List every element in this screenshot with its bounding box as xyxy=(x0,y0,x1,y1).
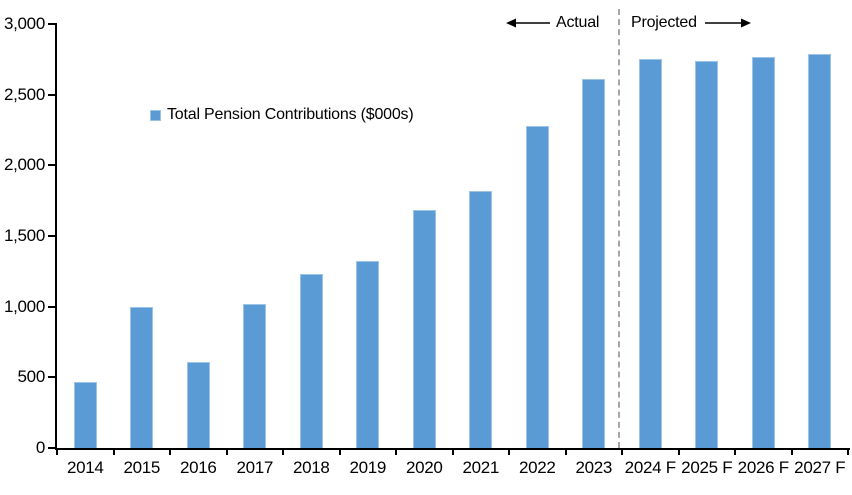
x-axis-label-2015: 2015 xyxy=(123,458,161,477)
x-axis-tick xyxy=(56,450,58,455)
x-axis-label-2018: 2018 xyxy=(292,458,330,477)
y-axis-tick xyxy=(48,23,57,25)
x-axis-label-2026-f: 2026 F xyxy=(737,458,789,477)
actual-projected-divider xyxy=(618,9,620,448)
y-axis-tick-label: 1,000 xyxy=(3,296,45,316)
bar-2017 xyxy=(243,303,267,448)
x-axis-tick xyxy=(395,450,397,455)
y-axis-tick xyxy=(48,305,57,308)
bar-2020 xyxy=(412,209,436,448)
x-axis-tick xyxy=(621,450,623,455)
y-axis-tick xyxy=(48,164,57,167)
projected-arrow-right-icon xyxy=(705,18,751,28)
y-axis-tick-label: 3,000 xyxy=(3,14,45,33)
legend-marker-icon xyxy=(150,109,161,121)
x-axis-label-2027-f: 2027 F xyxy=(794,458,846,477)
y-axis-tick-label: 0 xyxy=(35,438,45,457)
y-axis-tick-label: 2,000 xyxy=(3,155,45,175)
x-axis-tick xyxy=(451,450,454,455)
bar-2021 xyxy=(469,190,493,448)
bar-2023 xyxy=(582,79,606,448)
x-axis-label-2014: 2014 xyxy=(66,458,104,477)
x-axis-tick xyxy=(677,450,680,455)
x-axis-tick xyxy=(508,450,510,455)
x-axis-label-2017: 2017 xyxy=(236,458,274,477)
y-axis-line xyxy=(55,24,57,450)
y-axis-tick xyxy=(48,376,57,379)
projected-label: Projected xyxy=(631,14,697,31)
bar-2016 xyxy=(186,361,210,448)
bar-2025-f xyxy=(695,60,719,448)
bar-2027-f xyxy=(808,53,832,448)
y-axis-tick-label: 2,500 xyxy=(3,84,45,104)
x-axis-tick xyxy=(225,450,228,455)
bar-2014 xyxy=(73,381,97,448)
bar-2018 xyxy=(299,273,323,448)
x-axis-tick xyxy=(790,450,793,455)
x-axis-label-2025-f: 2025 F xyxy=(681,458,733,477)
x-axis-label-2021: 2021 xyxy=(462,458,500,477)
x-axis-tick xyxy=(734,450,736,455)
x-axis-tick xyxy=(847,450,849,455)
actual-arrow-left-icon xyxy=(506,18,550,28)
x-axis-tick xyxy=(338,450,341,455)
actual-label: Actual xyxy=(556,14,600,31)
legend: Total Pension Contributions ($000s) xyxy=(150,106,414,124)
bar-2024-f xyxy=(638,59,662,448)
y-axis-tick-label: 1,500 xyxy=(3,226,45,245)
y-axis-tick-label: 500 xyxy=(17,367,46,387)
y-axis-tick xyxy=(48,235,57,237)
x-axis-label-2016: 2016 xyxy=(179,458,217,477)
x-axis-tick xyxy=(112,450,115,455)
legend-label: Total Pension Contributions ($000s) xyxy=(167,106,414,123)
x-axis-line xyxy=(55,448,850,450)
x-axis-tick xyxy=(169,450,171,455)
x-axis-label-2024-f: 2024 F xyxy=(624,458,676,477)
x-axis-label-2023: 2023 xyxy=(575,458,613,477)
bar-2022 xyxy=(525,125,549,448)
x-axis-label-2022: 2022 xyxy=(518,458,556,477)
x-axis-tick xyxy=(564,450,567,455)
y-axis-tick xyxy=(48,447,57,449)
bar-2019 xyxy=(356,261,380,448)
x-axis-label-2020: 2020 xyxy=(405,458,443,477)
bar-2026-f xyxy=(751,57,775,448)
x-axis-label-2019: 2019 xyxy=(349,458,387,477)
y-axis-tick xyxy=(48,93,57,96)
bar-2015 xyxy=(130,307,154,448)
x-axis-tick xyxy=(282,450,284,455)
